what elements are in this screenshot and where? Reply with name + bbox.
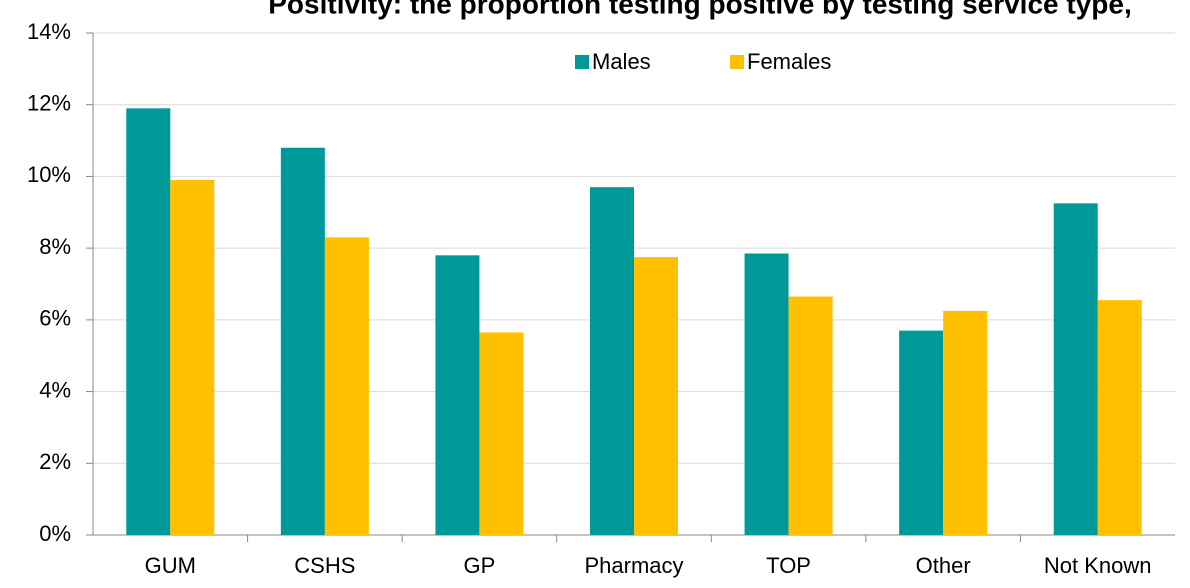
y-tick-label: 0% [39,521,71,546]
bar [280,147,325,535]
x-tick-label: GP [464,553,496,578]
y-tick-label: 6% [39,306,71,331]
y-tick-label: 14% [27,19,71,44]
legend-swatch [575,55,589,69]
bar [1053,203,1098,536]
bar [170,180,215,535]
bar [126,108,171,536]
legend-label: Males [592,49,651,74]
legend-label: Females [747,49,831,74]
bar [1097,300,1142,535]
x-tick-label: Other [916,553,971,578]
y-tick-label: 2% [39,449,71,474]
bar [435,255,480,536]
bar [634,257,678,535]
y-tick-label: 4% [39,377,71,402]
x-tick-label: CSHS [294,553,355,578]
bar [324,237,369,535]
x-tick-label: Pharmacy [584,553,683,578]
bar [943,310,988,535]
bar [744,253,789,535]
bar [590,187,634,535]
y-tick-label: 12% [27,91,71,116]
legend-swatch [730,55,744,69]
y-tick-label: 8% [39,234,71,259]
chart-title: Positivity: the proportion testing posit… [268,0,1132,19]
bar [899,330,944,535]
bar [788,296,833,535]
y-tick-label: 10% [27,162,71,187]
bar [479,332,524,535]
x-tick-label: Not Known [1044,553,1152,578]
x-tick-label: GUM [145,553,196,578]
x-tick-label: TOP [766,553,811,578]
